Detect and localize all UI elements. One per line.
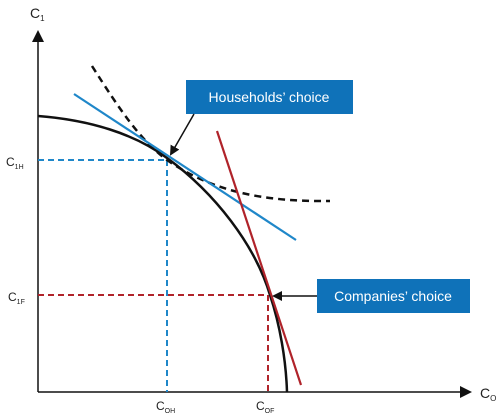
x-axis-label: CO	[480, 385, 496, 403]
households-callout-box	[186, 80, 353, 114]
x-axis-arrow-icon	[460, 386, 472, 398]
c1f-tick-label: C1F	[8, 290, 25, 306]
household-tangent-line	[73, 93, 297, 241]
coh-tick-label: COH	[156, 399, 175, 415]
households-pointer-arrow	[170, 113, 195, 156]
y-axis-label: C1	[30, 5, 45, 23]
production-frontier-curve	[37, 114, 289, 393]
indifference-curve	[90, 65, 331, 203]
c1h-tick-label: C1H	[6, 155, 24, 171]
company-tangent-line	[215, 130, 303, 386]
cof-tick-label: COF	[256, 399, 274, 415]
companies-callout-label: Companies’ choice	[334, 288, 452, 304]
y-axis-arrow-icon	[32, 30, 44, 42]
companies-callout-box	[317, 279, 470, 313]
households-callout-label: Households’ choice	[209, 89, 330, 105]
